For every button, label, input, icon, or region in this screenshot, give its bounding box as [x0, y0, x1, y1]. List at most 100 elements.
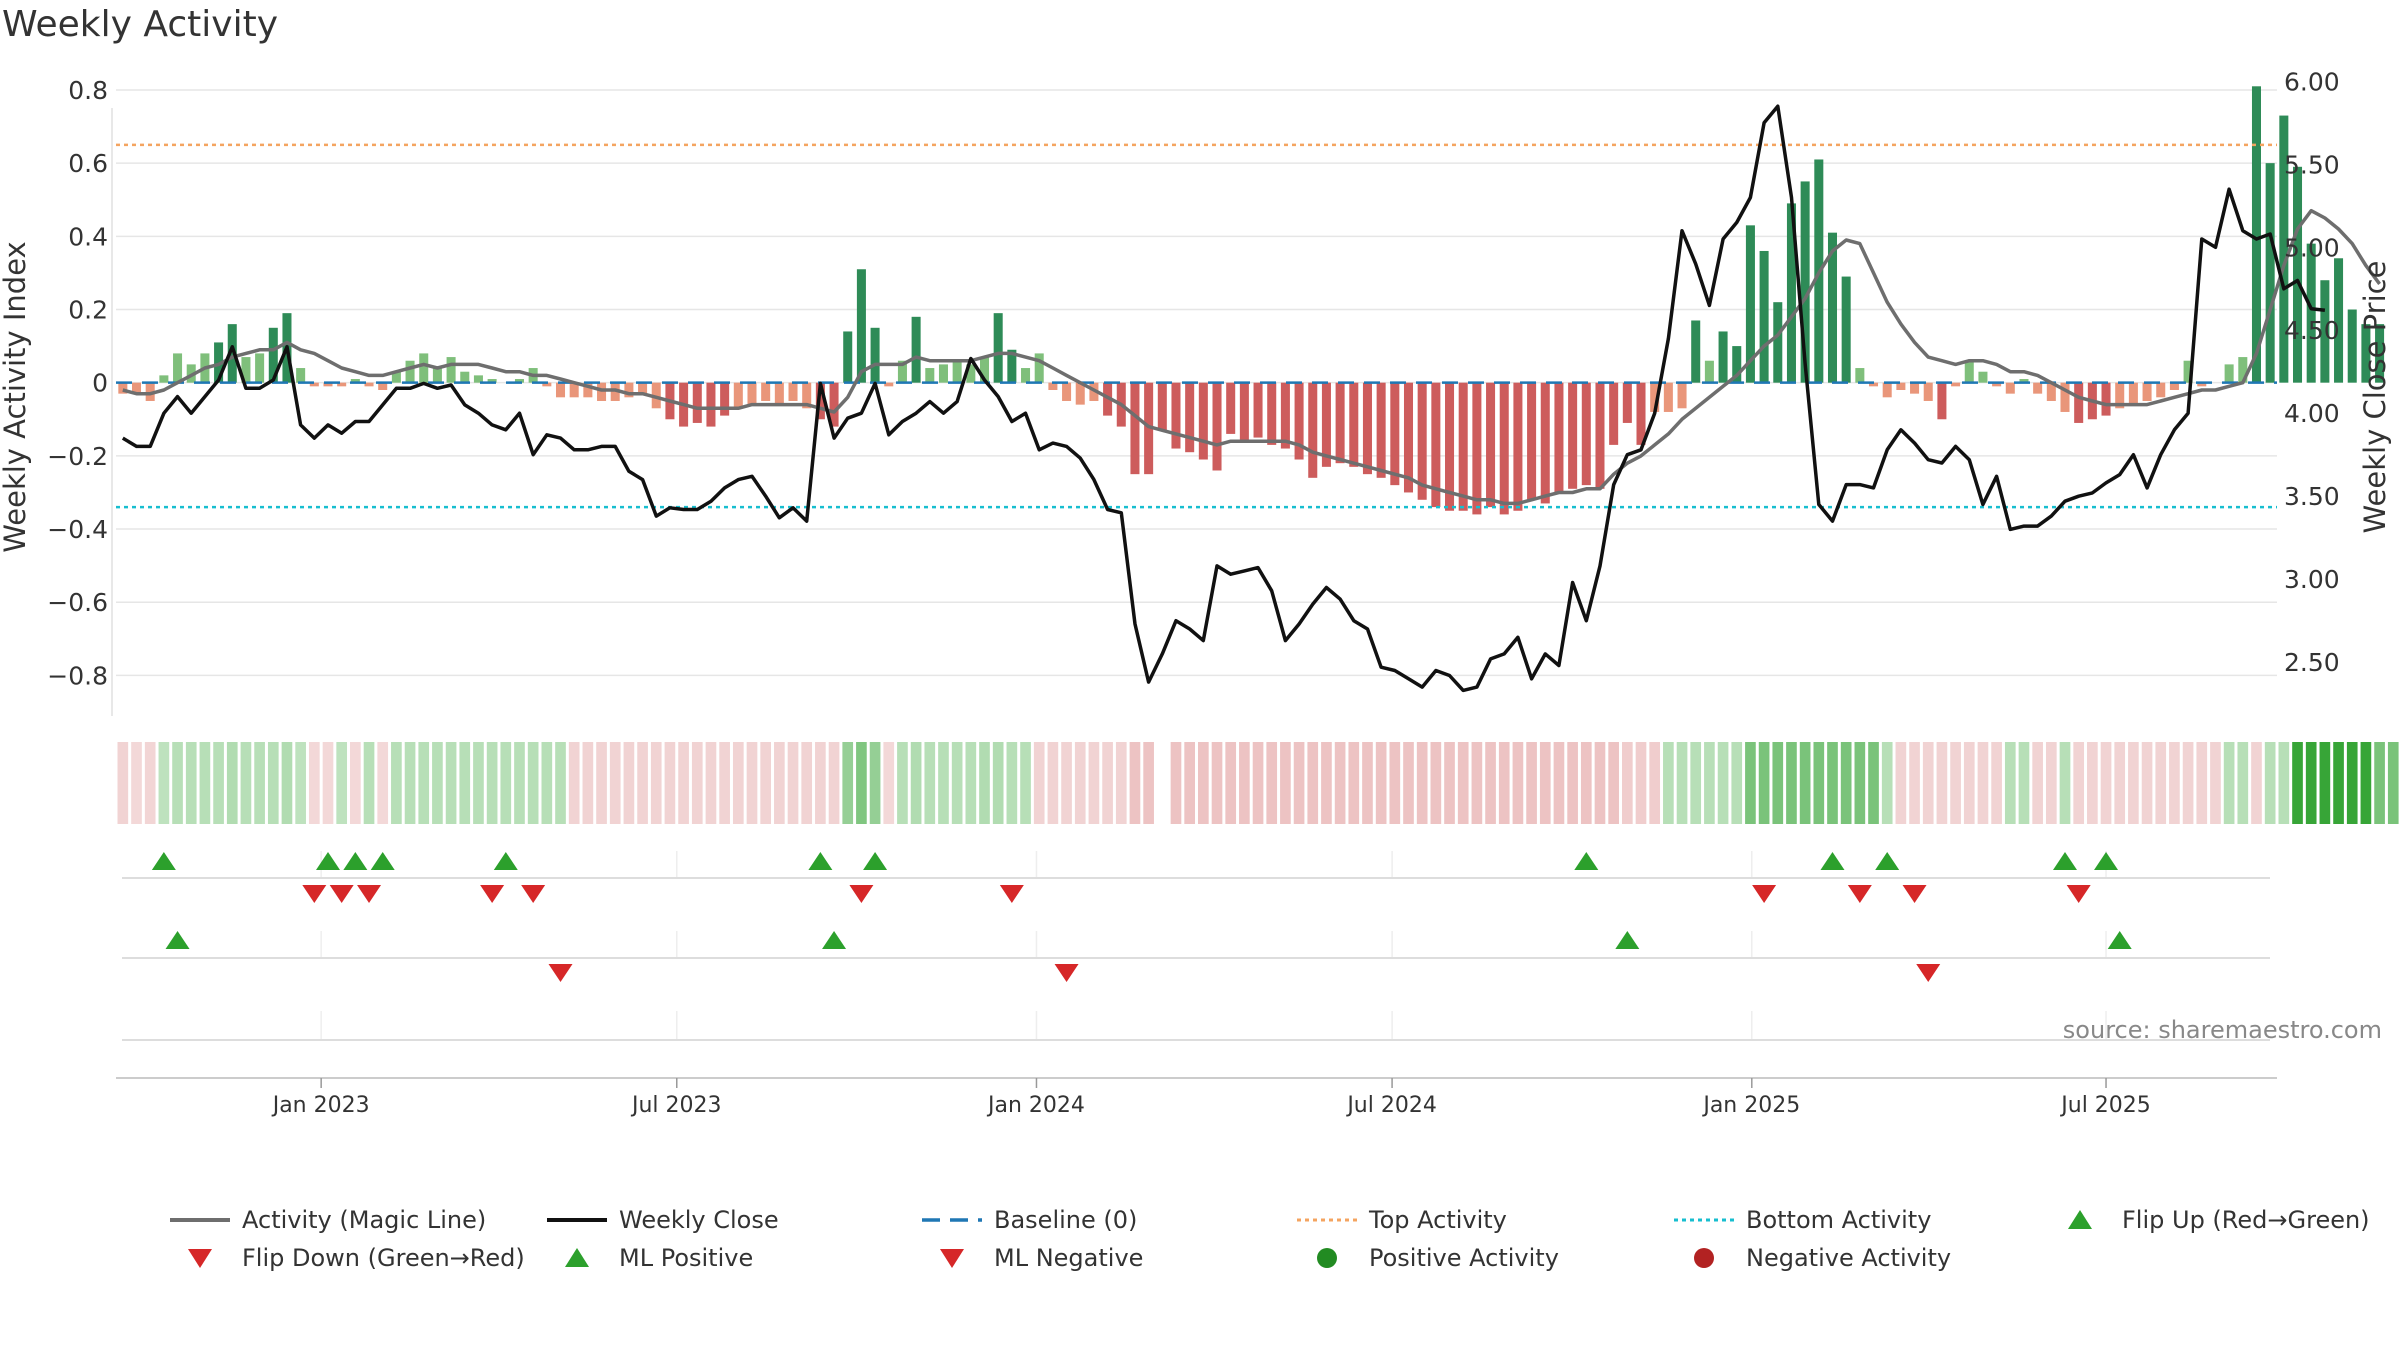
- activity-bar: [555, 382, 566, 398]
- strip-cell: [596, 742, 607, 824]
- y-tick-label: −0.6: [47, 588, 108, 617]
- strip-cell: [1143, 742, 1154, 824]
- strip-cell: [2346, 742, 2358, 824]
- strip-cell: [2100, 742, 2112, 824]
- strip-cell: [992, 742, 1004, 824]
- strip-cell: [1020, 742, 1031, 824]
- strip-cell: [609, 742, 621, 824]
- activity-bar: [911, 316, 921, 383]
- legend-label: Flip Down (Green→Red): [242, 1244, 525, 1272]
- activity-bar: [1198, 382, 1208, 460]
- strip-cell: [1102, 742, 1113, 824]
- activity-bar: [2101, 382, 2111, 416]
- strip-cell: [719, 742, 730, 824]
- y-tick-label: 0: [92, 369, 108, 398]
- activity-bar: [774, 382, 784, 405]
- legend-symbol-bottom-activity: [1674, 1218, 1734, 1222]
- strip-cell: [2087, 742, 2098, 824]
- ml-positive-marker: [1615, 931, 1640, 949]
- legend-label: Negative Activity: [1746, 1244, 1952, 1272]
- line-layer: [116, 104, 2382, 693]
- strip-cell: [1115, 742, 1127, 824]
- activity-bar: [2197, 382, 2207, 387]
- activity-bar: [1034, 353, 1044, 383]
- flip-down-marker: [480, 885, 505, 903]
- activity-bar: [2046, 382, 2056, 401]
- y-tick-label: −0.2: [47, 442, 108, 471]
- flip-up-marker: [808, 852, 833, 870]
- strip-cell: [185, 742, 197, 824]
- legend-label: Flip Up (Red→Green): [2122, 1206, 2370, 1234]
- activity-bar: [378, 382, 388, 390]
- legend-item-magic-line: Activity (Magic Line): [168, 1202, 486, 1238]
- activity-bar: [829, 382, 839, 427]
- strip-cell: [131, 742, 142, 824]
- activity-bar: [173, 353, 183, 383]
- flip-down-marker: [1752, 885, 1777, 903]
- activity-bar: [145, 382, 155, 401]
- strip-cell: [1758, 742, 1770, 824]
- strip-cell: [732, 742, 744, 824]
- activity-bar: [1869, 382, 1879, 387]
- activity-bar: [323, 382, 333, 387]
- activity-bar: [1923, 382, 1933, 401]
- strip-cell: [1704, 742, 1715, 824]
- activity-bar: [952, 360, 962, 383]
- strip-cell: [1184, 742, 1195, 824]
- activity-bar: [1759, 250, 1769, 383]
- strip-cell: [1307, 742, 1319, 824]
- activity-bar: [1157, 382, 1167, 431]
- activity-bar: [2074, 382, 2084, 423]
- strip-cell: [2333, 742, 2344, 824]
- strip-cell: [691, 742, 703, 824]
- strip-cell: [1170, 742, 1182, 824]
- flip-down-marker: [302, 885, 327, 903]
- activity-bar: [761, 382, 771, 401]
- activity-bar: [296, 368, 306, 383]
- flip-down-marker: [357, 885, 382, 903]
- strip-cell: [473, 742, 484, 824]
- strip-cell: [240, 742, 252, 824]
- activity-bar: [1130, 382, 1140, 475]
- strip-cell: [1416, 742, 1428, 824]
- activity-bar: [1841, 276, 1851, 383]
- strip-cell: [1375, 742, 1387, 824]
- activity-bar: [993, 313, 1003, 383]
- flip-up-marker: [863, 852, 888, 870]
- strip-cell: [2264, 742, 2276, 824]
- strip-cell: [1348, 742, 1360, 824]
- activity-bar: [1445, 382, 1455, 511]
- legend-symbol-ml-positive: [565, 1248, 589, 1267]
- activity-bar: [350, 379, 360, 383]
- legend-label: ML Positive: [619, 1244, 754, 1272]
- activity-bar: [487, 379, 497, 383]
- strip-cell: [555, 742, 566, 824]
- legend-label: Activity (Magic Line): [242, 1206, 487, 1234]
- activity-bar: [2005, 382, 2015, 394]
- flip-down-marker: [1902, 885, 1927, 903]
- y-axis-label-right: Weekly Close Price: [2358, 260, 2392, 534]
- strip-cell: [1334, 742, 1346, 824]
- activity-bar: [1499, 382, 1509, 515]
- x-tick-label: Jan 2025: [1701, 1093, 1800, 1118]
- strip-cell: [746, 742, 758, 824]
- strip-cell: [1252, 742, 1264, 824]
- strip-cell: [432, 742, 443, 824]
- marker-rows: [122, 851, 2270, 1041]
- activity-bar: [802, 382, 812, 409]
- activity-bar: [405, 360, 415, 383]
- activity-bar: [1048, 382, 1058, 390]
- activity-bar: [2224, 364, 2234, 383]
- strip-cell: [1512, 742, 1524, 824]
- x-tick-label: Jan 2024: [986, 1093, 1085, 1118]
- strip-cell: [1868, 742, 1879, 824]
- strip-cell: [363, 742, 375, 824]
- strip-cell: [117, 742, 129, 824]
- activity-bar: [1882, 382, 1892, 398]
- activity-bar: [1267, 382, 1277, 445]
- activity-bar: [1185, 382, 1195, 453]
- activity-bar: [1978, 371, 1988, 383]
- strip-cell: [1635, 742, 1647, 824]
- y-tick-label-right: 5.00: [2284, 233, 2340, 262]
- strip-cell: [2210, 742, 2221, 824]
